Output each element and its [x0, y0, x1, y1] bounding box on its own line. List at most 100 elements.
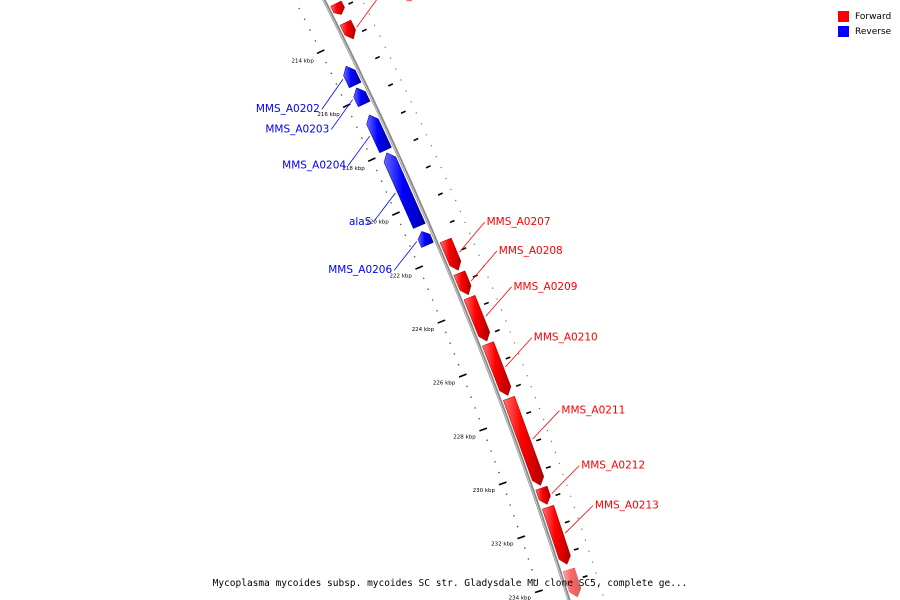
scale-dot — [513, 515, 515, 517]
gene-leader — [485, 286, 512, 317]
major-tick — [573, 547, 579, 551]
gene-leader — [321, 79, 344, 110]
scale-dot-right — [430, 145, 433, 147]
gene-leader — [564, 505, 594, 534]
scale-dot-right — [464, 221, 466, 224]
scale-dot-right — [435, 156, 437, 158]
major-tick — [461, 247, 467, 251]
major-tick — [483, 301, 490, 306]
scale-dot-right — [538, 407, 541, 410]
scale-dot-right — [577, 517, 579, 519]
scale-dot — [309, 29, 311, 31]
scale-dot — [380, 180, 383, 182]
gene-arrow — [482, 341, 512, 396]
scale-dot-right — [478, 254, 480, 256]
scale-dot — [314, 40, 317, 42]
major-tick — [387, 83, 394, 87]
scale-dot — [505, 493, 508, 496]
tick-label: 220 kbp — [366, 220, 389, 226]
tick-mark — [479, 427, 488, 432]
scale-dot-right — [505, 320, 507, 322]
scale-dot-right — [379, 35, 381, 37]
tick-mark — [498, 481, 507, 486]
scale-dot — [524, 547, 526, 549]
scale-dot — [453, 353, 456, 355]
scale-dot-right — [595, 572, 597, 574]
scale-dot — [527, 558, 530, 560]
scale-dot-right — [530, 386, 532, 388]
gene-leader — [347, 135, 371, 166]
major-tick — [545, 465, 552, 469]
legend-label-reverse: Reverse — [855, 26, 892, 37]
scale-dot — [436, 310, 438, 312]
gene-label: MMS_A0209 — [514, 281, 578, 293]
scale-dot-right — [395, 68, 397, 70]
major-tick — [494, 329, 500, 333]
scale-dot-right — [415, 112, 417, 114]
scale-dot-right — [558, 462, 560, 465]
scale-dot-right — [518, 353, 520, 355]
gene-leader — [373, 192, 396, 223]
scale-dot-right — [473, 243, 476, 245]
gene-leader — [459, 221, 485, 253]
scale-dot-right — [566, 484, 568, 487]
scale-dot — [375, 169, 378, 172]
gene-arrow — [562, 567, 582, 598]
scale-dot-right — [602, 594, 604, 596]
forward-swatch-icon — [838, 11, 849, 22]
scale-dot-right — [581, 528, 583, 530]
scale-dot — [399, 223, 402, 226]
gene-label: MMS_A0212 — [581, 460, 645, 472]
gene-leader — [551, 465, 580, 494]
legend: Forward Reverse — [838, 9, 891, 39]
scale-dot-right — [469, 232, 471, 234]
major-tick — [505, 356, 511, 360]
major-tick — [361, 28, 367, 33]
scale-dot — [431, 299, 434, 301]
tick-mark — [316, 49, 325, 55]
scale-dot — [335, 83, 338, 85]
scale-dot-right — [487, 276, 489, 278]
scale-dot-right — [584, 539, 587, 541]
scale-dot — [356, 126, 358, 129]
major-tick — [526, 411, 532, 415]
gene-arrow — [366, 114, 392, 154]
backbone — [322, 0, 571, 600]
major-tick — [400, 110, 406, 115]
reverse-swatch-icon — [838, 26, 849, 37]
major-tick — [515, 383, 522, 387]
scale-dot — [413, 255, 416, 258]
scale-dot-right — [513, 342, 516, 344]
scale-dot-right — [440, 166, 442, 169]
major-tick — [348, 1, 354, 5]
scale-dot-right — [550, 440, 553, 443]
gene-arrow — [330, 0, 345, 15]
gene-label: MMS_A0207 — [487, 216, 551, 228]
tick-label: 214 kbp — [291, 59, 314, 65]
gene-label: MMS_A0204 — [282, 160, 346, 172]
scale-dot-right — [546, 429, 549, 432]
gene-label: MMS_A0202 — [256, 103, 320, 115]
scale-dot — [385, 191, 388, 193]
major-tick — [582, 575, 588, 579]
tick-mark — [437, 319, 446, 324]
scale-dot-right — [373, 24, 376, 26]
scale-dot-right — [562, 473, 564, 476]
scale-dot — [474, 407, 477, 409]
scale-dot — [478, 417, 481, 420]
gene-arrow — [343, 65, 362, 89]
gene-arrow — [339, 19, 356, 40]
tick-label: 232 kbp — [491, 542, 514, 548]
tick-label: 224 kbp — [412, 327, 435, 333]
scale-dot-right — [534, 397, 537, 399]
legend-item-forward: Forward — [838, 9, 891, 24]
scale-dot-right — [509, 331, 511, 333]
tick-mark — [517, 535, 526, 540]
major-tick — [413, 137, 419, 142]
scale-dot — [409, 245, 411, 247]
scale-dot-right — [496, 298, 498, 300]
major-tick — [564, 520, 570, 524]
scale-dot — [366, 148, 368, 150]
scale-dot-right — [368, 13, 370, 15]
scale-dot — [325, 61, 327, 64]
